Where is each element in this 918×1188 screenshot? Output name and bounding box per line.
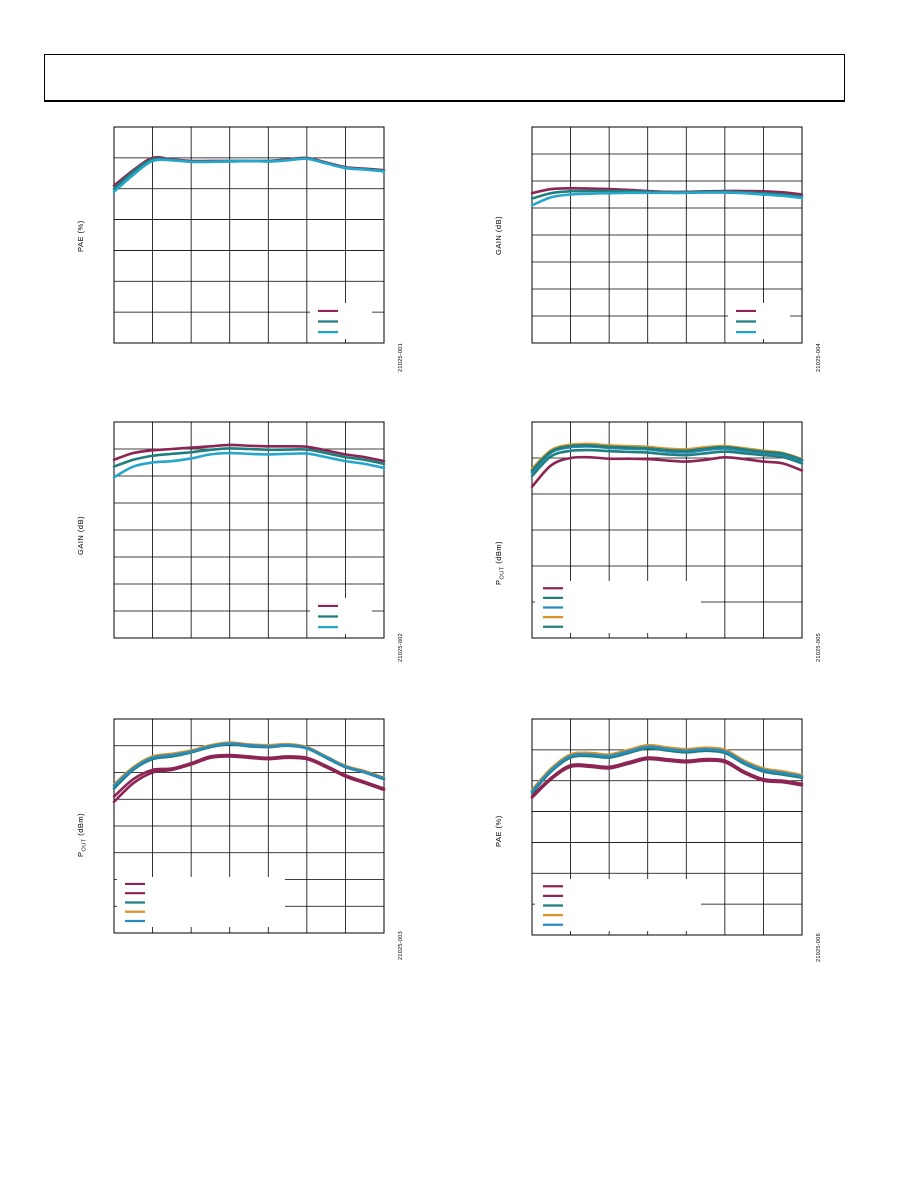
chart-plot-fig1 [112,126,386,344]
header-box [44,54,845,102]
y-axis-label-fig3: POUT (dBm) [76,812,88,857]
series-line-2 [112,157,386,191]
series-line-4 [530,743,804,792]
chart-plot-fig3 [112,718,386,934]
y-axis-label-fig2: GAIN (dB) [76,515,85,555]
series-line-3 [530,746,804,795]
series-line-2 [112,753,386,798]
figure-id-fig2: 21025-002 [398,632,404,662]
chart-panel-fig6 [530,718,804,936]
chart-panel-fig5 [530,421,804,639]
plot-frame [531,718,803,936]
series-line-3 [530,191,804,207]
plot-frame [531,421,803,639]
figure-id-fig5: 21025-005 [816,632,822,662]
figure-id-fig3: 21025-003 [398,930,404,960]
plot-frame [113,718,385,934]
figure-id-fig6: 21025-006 [816,932,822,962]
plot-frame [113,126,385,344]
series-line-2 [530,448,804,478]
y-axis-label-fig5: POUT (dBm) [494,540,506,585]
series-line-1 [112,755,386,804]
series-line-5 [530,745,804,793]
series-line-5 [112,742,386,788]
y-axis-label-fig4: GAIN (dB) [494,215,503,255]
plot-frame [531,126,803,344]
chart-plot-fig2 [112,421,386,639]
chart-plot-fig4 [530,126,804,344]
series-line-3 [112,451,386,479]
chart-panel-fig4 [530,126,804,344]
chart-panel-fig2 [112,421,386,639]
y-axis-label-fig1: PAE (%) [76,220,85,252]
series-line-1 [112,443,386,463]
series-line-5 [530,444,804,472]
plot-frame [113,421,385,639]
figure-id-fig1: 21025-001 [398,342,404,372]
chart-plot-fig5 [530,421,804,639]
chart-plot-fig6 [530,718,804,936]
series-line-1 [530,455,804,489]
figure-id-fig4: 21025-004 [816,342,822,372]
series-line-2 [530,756,804,798]
chart-panel-fig3 [112,718,386,934]
series-line-1 [530,757,804,799]
series-line-2 [112,447,386,468]
series-line-3 [112,157,386,194]
series-line-4 [112,741,386,786]
chart-panel-fig1 [112,126,386,344]
y-axis-label-fig6: PAE (%) [494,815,503,847]
